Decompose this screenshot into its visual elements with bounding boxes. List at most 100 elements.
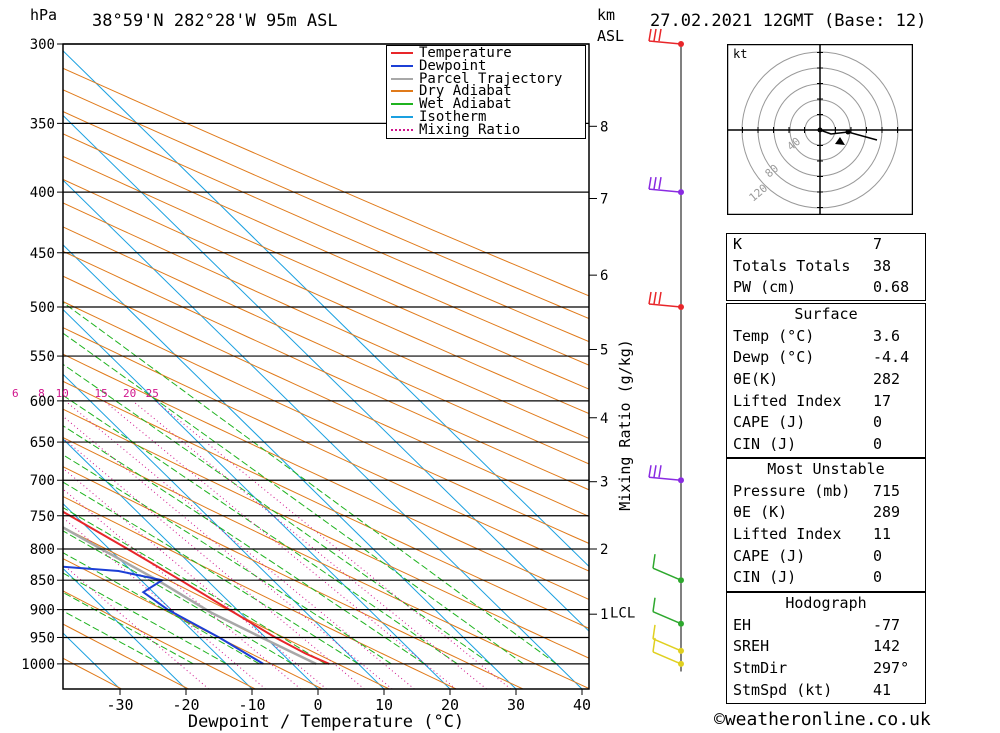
index-row: CAPE (J) 0: [727, 412, 925, 434]
index-key: θE (K): [733, 503, 788, 522]
copyright-link[interactable]: ©weatheronline.co.uk: [714, 709, 931, 730]
index-row: CAPE (J) 0: [727, 546, 925, 568]
dry-adiabat-line: [63, 408, 589, 659]
pressure-tick-label: 800: [30, 542, 55, 558]
isotherm-line: [63, 114, 589, 632]
index-key: Pressure (mb): [733, 481, 851, 500]
dry-adiabat-line: [63, 110, 589, 343]
index-value: 142: [873, 637, 901, 656]
index-key: EH: [733, 615, 752, 634]
isotherm-line: [63, 567, 187, 689]
height-tick-label: 6: [600, 268, 608, 284]
index-key: CIN (J): [733, 568, 797, 587]
pressure-tick-label: 750: [30, 509, 55, 525]
legend-swatch: [391, 116, 413, 118]
height-tick-label: 1: [600, 607, 608, 623]
legend-swatch: [391, 52, 413, 54]
dry-adiabat-line: [63, 250, 589, 491]
dry-adiabat-line: [63, 89, 589, 320]
legend-swatch: [391, 64, 413, 67]
index-key: K: [733, 235, 743, 253]
hodograph-point: [845, 129, 851, 135]
x-tick-label: 10: [375, 696, 393, 714]
legend-item: Parcel Trajectory: [391, 72, 562, 86]
index-key: StmSpd (kt): [733, 680, 833, 699]
index-row: Temp (°C) 3.6: [727, 326, 925, 348]
index-value: 38: [873, 256, 892, 275]
pressure-tick-label: 950: [30, 630, 55, 646]
height-tick-label: 5: [600, 342, 608, 358]
legend-label: Mixing Ratio: [419, 121, 521, 138]
x-axis-label: Dewpoint / Temperature (°C): [188, 712, 464, 732]
x-tick-label: 30: [507, 696, 525, 714]
legend-label: Wet Adiabat: [419, 96, 512, 113]
index-value: 289: [873, 503, 901, 522]
index-row: Lifted Index 11: [727, 524, 925, 546]
height-tick-label: 2: [600, 542, 608, 558]
x-tick-label: 20: [441, 696, 459, 714]
dry-adiabat-line: [63, 526, 390, 689]
dry-adiabat-line: [63, 155, 589, 390]
mixing-ratio-label: 25: [146, 387, 159, 400]
pressure-tick-label: 850: [30, 573, 55, 589]
pressure-tick-label: 300: [30, 37, 55, 53]
index-value: 715: [873, 481, 901, 500]
legend-label: Dry Adiabat: [419, 83, 512, 100]
index-row: PW (cm) 0.68: [727, 277, 925, 299]
index-value: 11: [873, 525, 892, 544]
isotherm-line: [0, 44, 54, 689]
index-row: θE (K) 289: [727, 502, 925, 524]
index-row: CIN (J) 0: [727, 567, 925, 589]
isotherm-line: [63, 503, 253, 689]
isotherm-line: [63, 438, 319, 689]
index-value: -77: [873, 615, 901, 634]
indices-most-unstable-table: Most Unstable Pressure (mb) 715 θE (K) 289 Li…: [726, 458, 926, 592]
dry-adiabat-line: [63, 301, 589, 544]
index-key: Totals Totals: [733, 256, 851, 275]
table-section-title: Surface: [794, 305, 858, 323]
dry-adiabat-line: [63, 67, 589, 297]
pressure-tick-label: 600: [30, 394, 55, 410]
index-value: 282: [873, 370, 901, 389]
index-row: StmSpd (kt) 41: [727, 680, 925, 702]
wind-barb: [652, 624, 684, 654]
mixing-ratio-line: [64, 400, 415, 689]
height-unit-km: km: [597, 6, 616, 24]
legend-item: Dewpoint: [391, 59, 486, 73]
lcl-label: LCL: [610, 605, 635, 621]
index-value: 7: [873, 235, 883, 253]
index-value: 3.6: [873, 326, 901, 345]
wet-adiabat-line: [63, 506, 326, 665]
mixing-ratio-line: [63, 437, 365, 689]
index-value: 0: [873, 435, 883, 454]
legend-item: Temperature: [391, 46, 512, 60]
indices-surface-table: Surface Temp (°C) 3.6 Dewp (°C) -4.4 θE(K) 282…: [726, 303, 926, 458]
dry-adiabat-line: [63, 466, 524, 689]
pressure-tick-label: 500: [30, 300, 55, 316]
index-row: Pressure (mb) 715: [727, 481, 925, 503]
pressure-tick-label: 350: [30, 116, 55, 132]
height-tick-label: 3: [600, 475, 608, 491]
wet-adiabat-line: [63, 591, 194, 665]
wet-adiabat-line: [63, 530, 293, 665]
datetime-title: 27.02.2021 12GMT (Base: 12): [650, 11, 927, 31]
index-value: 0: [873, 546, 883, 565]
index-value: 297°: [873, 659, 910, 678]
x-tick-label: 40: [573, 696, 591, 714]
pressure-tick-label: 400: [30, 185, 55, 201]
index-row: CIN (J) 0: [727, 434, 925, 456]
parcel-trajectory-line: [63, 526, 317, 666]
dry-adiabat-line: [63, 657, 122, 689]
indices-hodograph-table: Hodograph EH -77 SREH 142 StmDir 297° StmSpd (k…: [726, 592, 926, 704]
x-tick-label: -10: [238, 696, 265, 714]
mixing-ratio-axis-label: Mixing Ratio (g/kg): [616, 339, 634, 511]
index-row: θE(K) 282: [727, 369, 925, 391]
index-row: SREH 142: [727, 636, 925, 658]
isotherm-line: [63, 179, 583, 689]
wind-barb: [652, 554, 684, 584]
height-tick-label: 4: [600, 411, 608, 427]
dry-adiabat-line: [63, 133, 589, 366]
legend-item: Dry Adiabat: [391, 83, 512, 100]
